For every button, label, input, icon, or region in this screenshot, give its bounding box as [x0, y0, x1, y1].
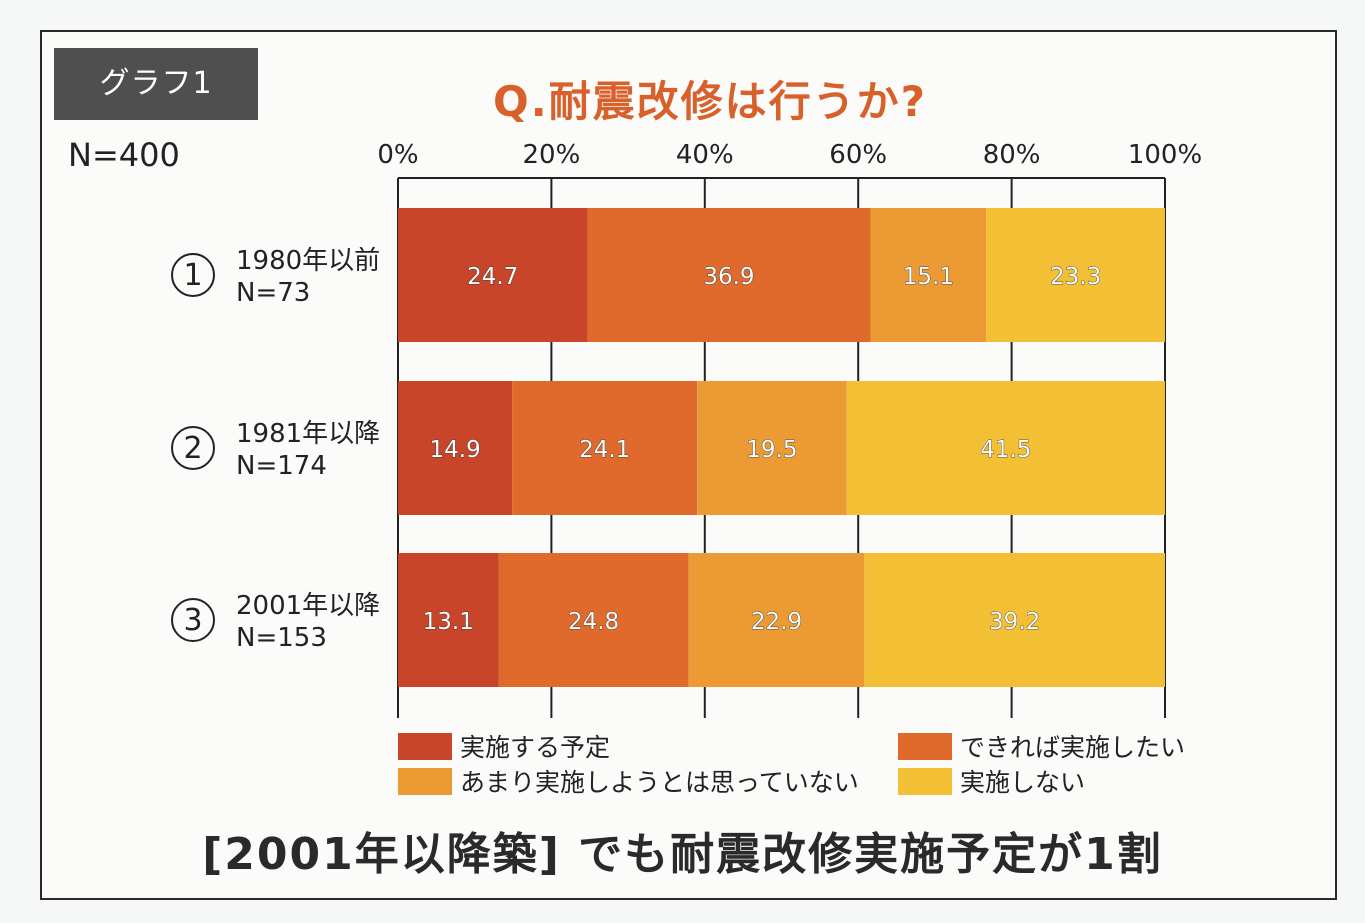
data-label: 15.1	[903, 264, 954, 290]
bar-segment	[498, 553, 689, 687]
data-label: 19.5	[746, 437, 797, 463]
row-number: 3	[183, 603, 202, 638]
row-label: 2001年以降	[236, 591, 380, 621]
row-sample-size: N=73	[236, 278, 310, 308]
legend-label: あまり実施しようとは思っていない	[460, 768, 859, 797]
x-tick-label: 60%	[829, 140, 887, 170]
row-label: 1981年以降	[236, 419, 380, 449]
bar-segment	[512, 381, 698, 515]
bar-segment	[986, 208, 1165, 342]
x-tick-label: 20%	[523, 140, 581, 170]
bar-segment	[398, 553, 499, 687]
bar-segment	[846, 381, 1165, 515]
data-label: 41.5	[980, 437, 1031, 463]
bar-segment	[398, 381, 513, 515]
x-tick-label: 80%	[983, 140, 1041, 170]
chart-title: Q.耐震改修は行うか?	[492, 77, 928, 126]
data-label: 13.1	[423, 609, 474, 635]
data-label: 24.1	[579, 437, 630, 463]
headline: [2001年以降築] でも耐震改修実施予定が1割	[202, 829, 1163, 880]
x-tick-label: 100%	[1128, 140, 1202, 170]
bar-segment	[870, 208, 987, 342]
data-label: 23.3	[1050, 264, 1101, 290]
total-sample-size: N=400	[68, 136, 180, 174]
row-sample-size: N=153	[236, 623, 327, 653]
x-tick-label: 40%	[676, 140, 734, 170]
bar-segment	[398, 208, 588, 342]
legend-label: できれば実施したい	[960, 733, 1185, 762]
row-sample-size: N=174	[236, 451, 327, 481]
legend-swatch	[398, 733, 452, 760]
data-label: 24.7	[467, 264, 518, 290]
row-number-circle	[171, 598, 215, 642]
x-tick-label: 0%	[377, 140, 418, 170]
row-label: 1980年以前	[236, 246, 380, 276]
legend-swatch	[398, 768, 452, 795]
legend-label: 実施しない	[960, 768, 1085, 797]
bar-segment	[688, 553, 865, 687]
data-label: 24.8	[568, 609, 619, 635]
row-number-circle	[171, 253, 215, 297]
row-number: 1	[183, 258, 202, 293]
bar-segment	[697, 381, 847, 515]
data-label: 36.9	[703, 264, 754, 290]
legend-swatch	[898, 733, 952, 760]
graph-tag: グラフ1	[54, 48, 258, 120]
data-label: 22.9	[751, 609, 802, 635]
legend-swatch	[898, 768, 952, 795]
bar-segment	[864, 553, 1165, 687]
data-label: 39.2	[989, 609, 1040, 635]
bar-segment	[587, 208, 871, 342]
row-number: 2	[183, 431, 202, 466]
legend-label: 実施する予定	[460, 733, 610, 762]
row-number-circle	[171, 426, 215, 470]
data-label: 14.9	[430, 437, 481, 463]
